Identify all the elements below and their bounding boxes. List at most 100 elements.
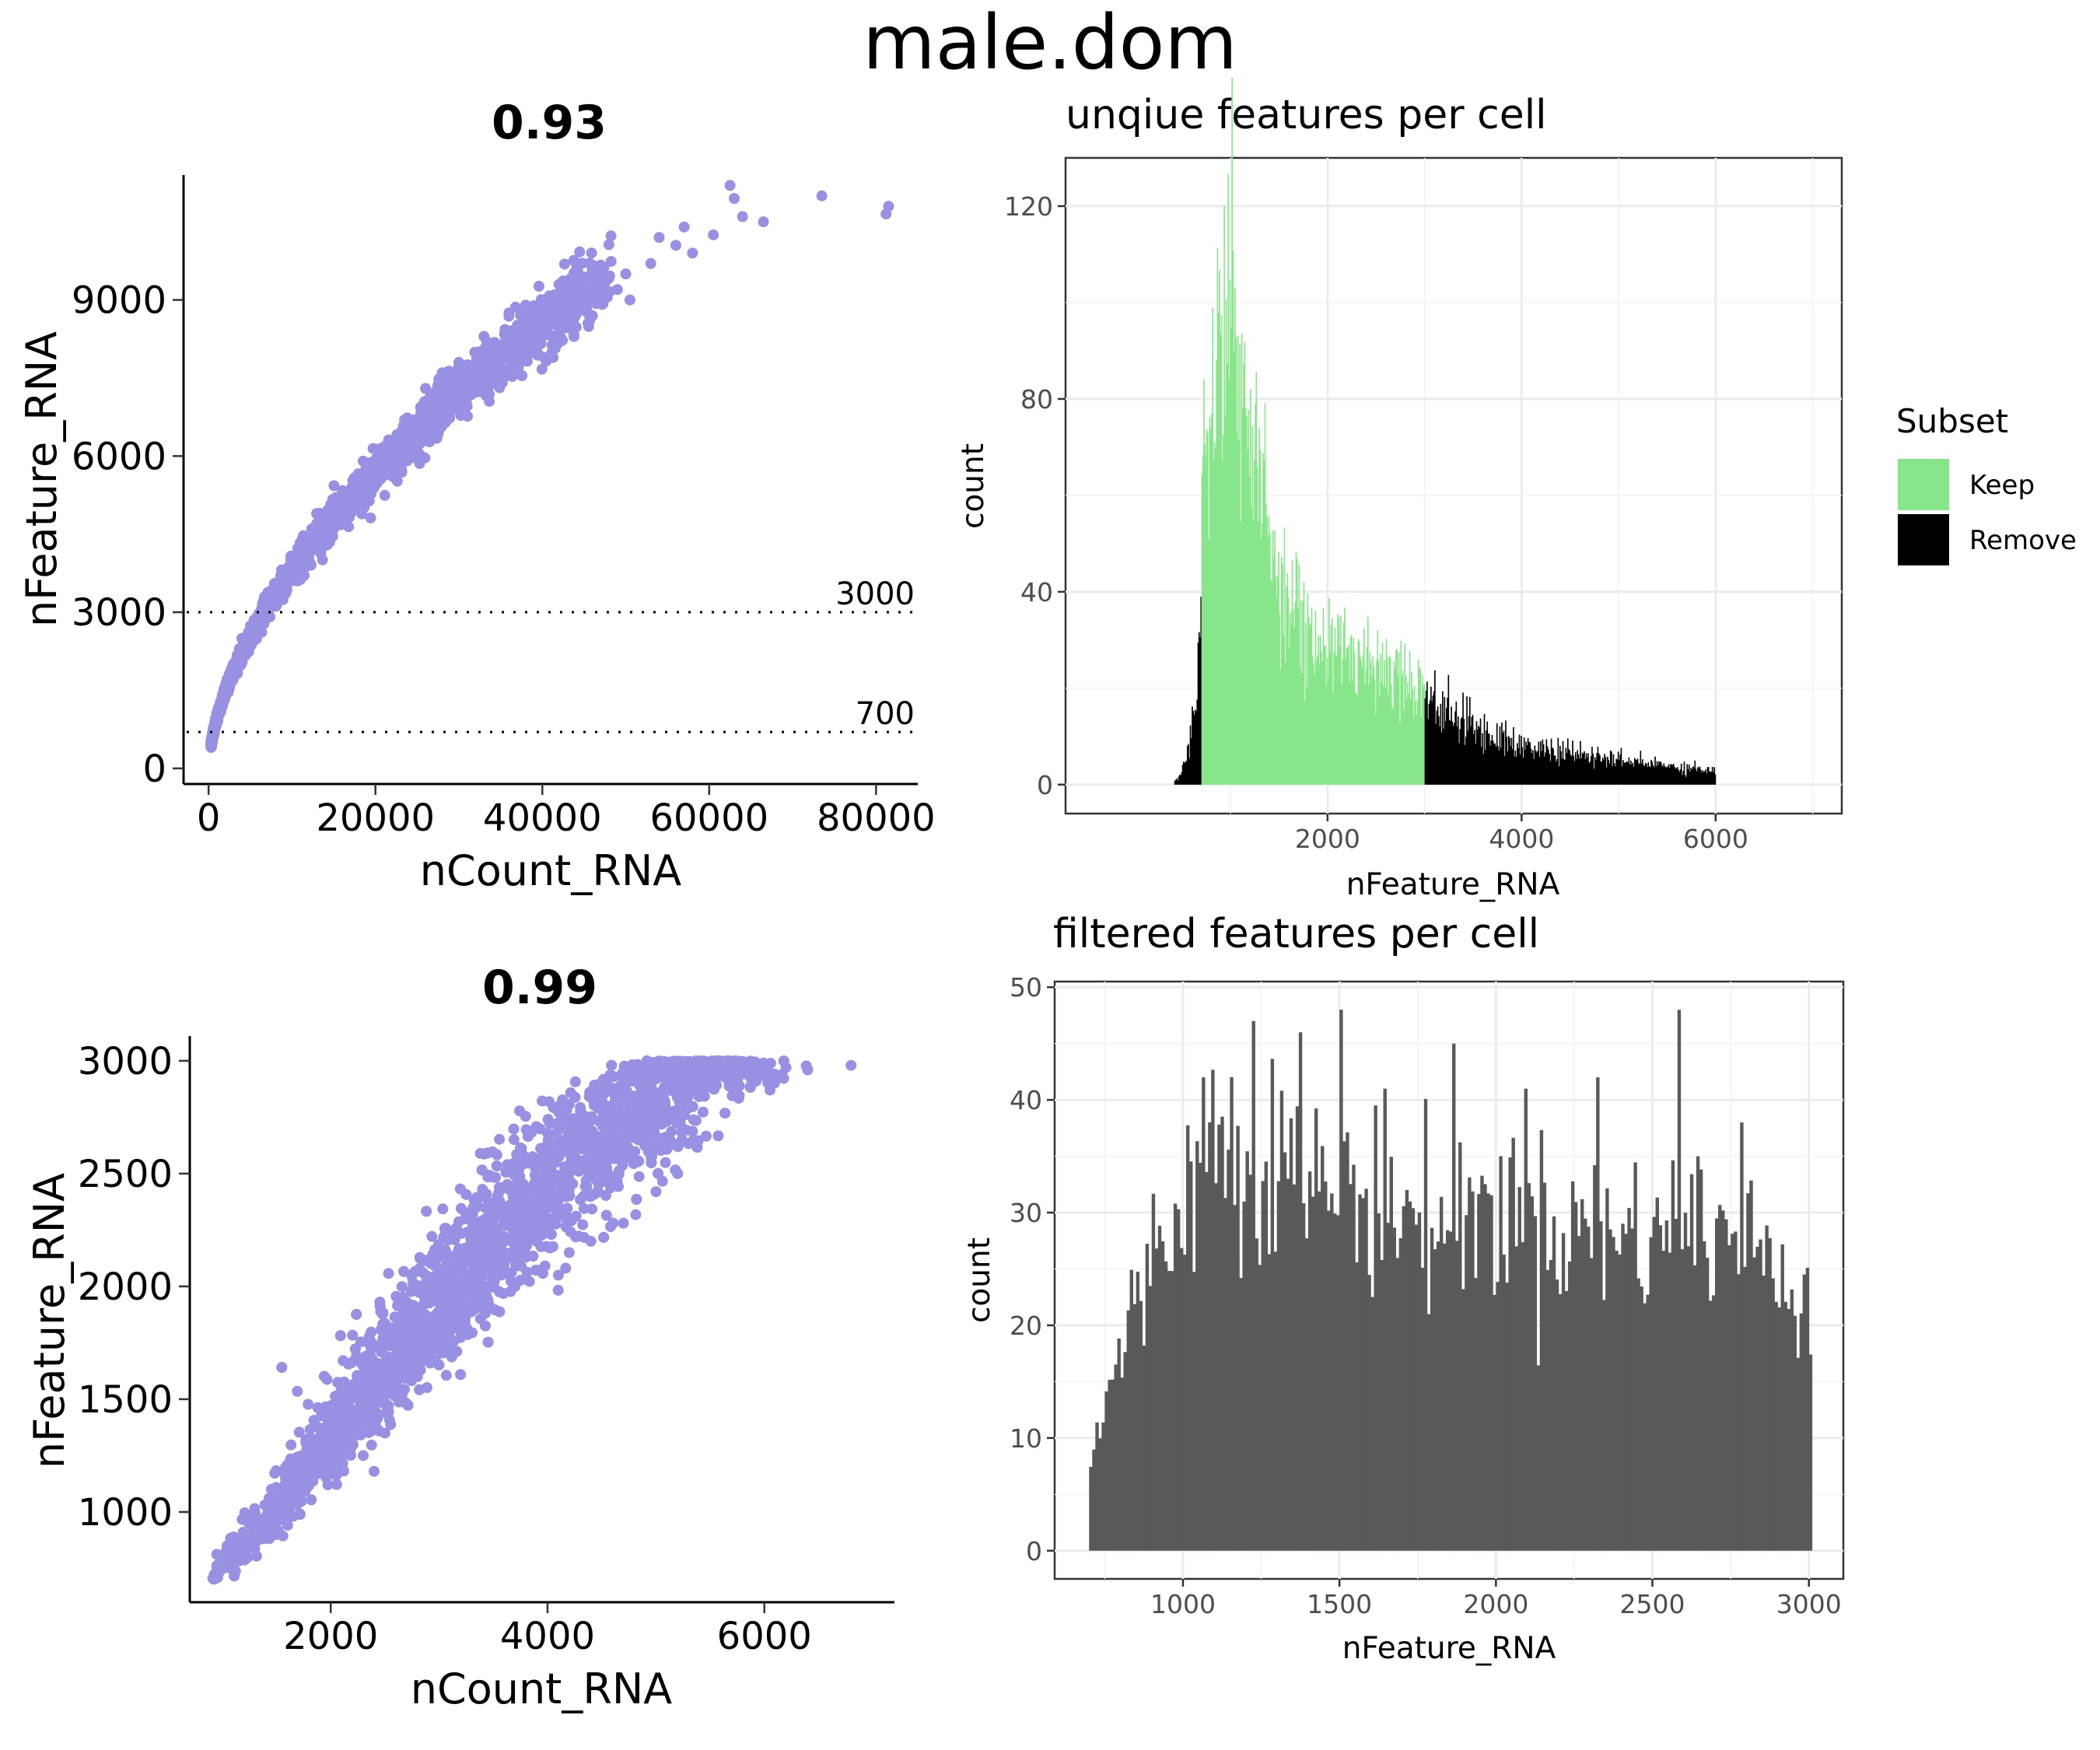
- scatter-top-point: [414, 457, 425, 469]
- scatter-top-point: [571, 281, 583, 292]
- scatter-top-point: [377, 464, 389, 475]
- scatter-top-point: [586, 247, 597, 259]
- y-tick-label: 0: [142, 747, 166, 791]
- legend-keep-swatch: [1898, 459, 1949, 510]
- scatter-top-point: [578, 292, 590, 303]
- threshold-label: 3000: [835, 576, 915, 612]
- scatter-top-point: [379, 489, 390, 501]
- y-tick-label: 80: [1020, 384, 1053, 415]
- scatter-top-point: [389, 461, 401, 473]
- scatter-top-point: [246, 638, 257, 649]
- scatter-bottom-point: [366, 1439, 377, 1451]
- scatter-top-point: [611, 284, 623, 296]
- scatter-top-point: [383, 448, 395, 460]
- scatter-top-point: [463, 381, 474, 392]
- y-tick-label: 40: [1020, 577, 1053, 607]
- scatter-top-point: [483, 345, 495, 356]
- scatter-top-point: [724, 180, 736, 191]
- scatter-bottom-point: [569, 1076, 581, 1087]
- subset-legend: Subset Keep Remove: [1896, 402, 2077, 565]
- scatter-top-point: [479, 369, 491, 380]
- scatter-top-point: [537, 300, 549, 312]
- unique-features-x-ticks: 2000 4000 6000: [1295, 814, 1748, 854]
- scatter-top-point: [478, 331, 490, 342]
- scatter-top-points: [205, 180, 894, 754]
- unique-features-title: unqiue features per cell: [1066, 92, 1547, 138]
- unique-features-histogram-panel: unqiue features per cell 2000 4000 6000 04…: [956, 78, 2077, 902]
- scatter-top-point: [221, 684, 233, 695]
- legend-title: Subset: [1896, 402, 2008, 440]
- x-tick-label: 2000: [1295, 824, 1360, 854]
- scatter-top-title: 0.93: [492, 96, 607, 150]
- scatter-top-point: [678, 221, 690, 233]
- x-tick-label: 60000: [649, 796, 768, 840]
- x-tick-label: 20000: [316, 796, 435, 840]
- y-tick-label: 120: [1004, 191, 1053, 222]
- scatter-top-point: [276, 564, 287, 576]
- scatter-top-point: [816, 190, 828, 201]
- scatter-top-point: [226, 670, 237, 682]
- scatter-bottom-point: [292, 1385, 303, 1397]
- scatter-top-threshold-lines: 3000 700: [187, 576, 916, 733]
- scatter-top-point: [213, 709, 225, 721]
- scatter-top-point: [210, 721, 222, 733]
- scatter-top-point: [514, 368, 526, 380]
- scatter-bottom-point: [688, 1114, 699, 1125]
- scatter-top-point: [205, 740, 217, 751]
- scatter-top-point: [279, 584, 291, 596]
- unique-features-y-axis-title: count: [956, 443, 991, 529]
- scatter-top-point: [495, 344, 506, 355]
- scatter-top-x-ticks: 0 20000 40000 60000 80000: [197, 784, 936, 840]
- scatter-top-point: [415, 450, 426, 461]
- scatter-top-point: [708, 229, 719, 240]
- y-tick-label: 9000: [72, 279, 166, 323]
- scatter-top-point: [520, 299, 531, 311]
- scatter-top-point: [576, 257, 588, 269]
- x-tick-label: 4000: [1489, 824, 1554, 854]
- scatter-top-point: [687, 247, 698, 259]
- scatter-top-point: [583, 317, 593, 329]
- scatter-bottom-point: [383, 1268, 394, 1279]
- scatter-top-point: [533, 281, 544, 292]
- scatter-top-point: [598, 289, 610, 301]
- scatter-top-point: [558, 292, 570, 303]
- threshold-label: 700: [856, 696, 915, 732]
- scatter-top-point: [484, 396, 495, 407]
- scatter-top-point: [544, 329, 555, 341]
- scatter-top-point: [729, 193, 740, 205]
- y-tick-label: 0: [1037, 770, 1053, 800]
- scatter-top-point: [252, 615, 264, 627]
- scatter-top-point: [605, 256, 617, 268]
- scatter-top-point: [431, 432, 443, 444]
- scatter-top-point: [258, 600, 270, 612]
- legend-remove-swatch: [1898, 514, 1949, 565]
- legend-remove-label: Remove: [1969, 525, 2077, 556]
- scatter-top-point: [328, 480, 340, 492]
- scatter-top-point: [549, 289, 561, 300]
- scatter-top-point: [315, 525, 326, 537]
- scatter-top-point: [570, 310, 582, 321]
- scatter-bottom-point: [712, 1130, 724, 1142]
- scatter-bottom-points: [207, 1055, 857, 1585]
- scatter-top-panel: 0.93 3000 700 0 20000 40000 60000 80000 0 3000…: [17, 96, 936, 895]
- scatter-bottom-point: [494, 1133, 506, 1145]
- scatter-top-point: [496, 377, 508, 389]
- unique-features-y-ticks: 0 40 80 120: [1004, 191, 1066, 800]
- scatter-top-point: [453, 356, 464, 368]
- scatter-top-point: [297, 540, 309, 551]
- scatter-top-point: [468, 362, 480, 374]
- scatter-top-point: [436, 367, 448, 379]
- scatter-top-point: [536, 363, 548, 375]
- legend-keep-label: Keep: [1969, 470, 2035, 501]
- scatter-top-point: [602, 272, 613, 284]
- scatter-bottom-point: [437, 1203, 449, 1215]
- scatter-top-point: [589, 271, 600, 283]
- scatter-top-y-axis-title: nFeature_RNA: [17, 331, 66, 627]
- scatter-top-point: [337, 507, 348, 519]
- figure-title: male.dom: [863, 0, 1237, 86]
- scatter-top-point: [620, 268, 632, 280]
- scatter-top-point: [513, 348, 524, 360]
- scatter-top-point: [348, 499, 359, 511]
